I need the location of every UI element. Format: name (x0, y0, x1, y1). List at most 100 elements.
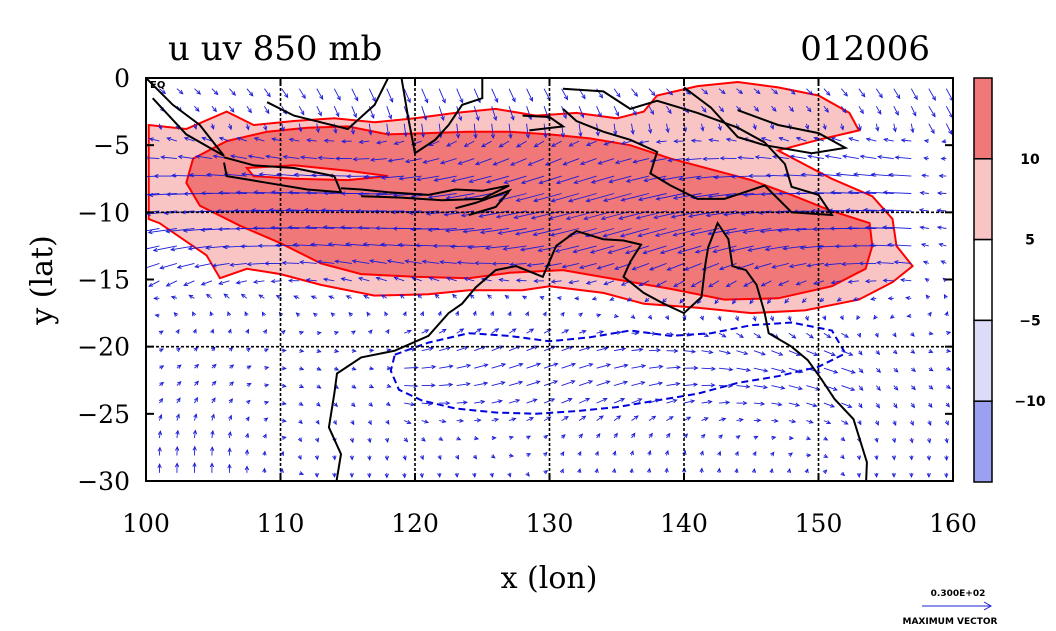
wind-vector (312, 312, 318, 318)
wind-vector (491, 261, 510, 266)
wind-vector (398, 175, 422, 181)
wind-vector (526, 262, 545, 268)
wind-vector (524, 311, 529, 317)
wind-vector (560, 451, 565, 457)
wind-vector (228, 346, 234, 352)
coastline (683, 86, 849, 155)
wind-vector (597, 158, 615, 165)
wind-vector (211, 346, 216, 352)
wind-vector (631, 364, 647, 369)
wind-vector (340, 277, 352, 282)
wind-vector (561, 416, 569, 421)
wind-vector (473, 106, 480, 122)
wind-vector (281, 260, 300, 266)
wind-vector (236, 136, 248, 142)
wind-vector (351, 384, 357, 389)
wind-vector (910, 402, 916, 409)
wind-vector (386, 259, 405, 264)
wind-vector (158, 397, 164, 404)
y-tick-label: −5 (93, 131, 130, 160)
wind-vector (708, 280, 720, 288)
wind-vector (146, 245, 160, 250)
vector-reference: 0.300E+02 MAXIMUM VECTOR (902, 589, 997, 627)
wind-vector (771, 88, 779, 95)
wind-vector (339, 225, 370, 230)
wind-vector (578, 106, 585, 119)
wind-vector (252, 279, 265, 284)
wind-vector (316, 106, 322, 117)
wind-vector (928, 349, 934, 353)
wind-vector (786, 467, 792, 474)
wind-vector (223, 293, 230, 299)
vector-reference-value: 0.300E+02 (931, 589, 986, 599)
wind-vector (368, 259, 387, 264)
wind-vector (613, 106, 620, 117)
wind-vector (892, 349, 898, 355)
colorbar-bin (973, 238, 993, 322)
wind-vector (666, 262, 685, 271)
wind-vector (316, 348, 322, 353)
wind-vector (701, 88, 709, 95)
wind-vector (200, 191, 230, 196)
wind-vector (452, 293, 458, 299)
wind-vector (489, 310, 495, 316)
wind-vector (699, 467, 704, 473)
wind-vector (858, 385, 864, 391)
wind-vector (550, 279, 562, 284)
wind-vector (419, 455, 424, 461)
wind-vector (928, 123, 935, 135)
wind-vector (330, 312, 336, 317)
wind-vector (926, 437, 932, 444)
wind-vector (245, 328, 250, 334)
wind-vector (938, 242, 947, 248)
wind-vector (631, 398, 643, 404)
wind-vector (513, 210, 545, 220)
wind-vector (944, 311, 949, 316)
wind-vector (154, 313, 160, 318)
wind-vector (822, 315, 827, 321)
wind-vector (421, 259, 440, 264)
wind-vector (165, 228, 195, 234)
wind-vector (769, 315, 774, 322)
wind-vector (806, 402, 818, 408)
wind-vector (205, 293, 213, 299)
wind-vector (332, 455, 337, 461)
wind-vector (579, 262, 597, 270)
wind-vector (887, 172, 912, 177)
wind-vector (928, 88, 936, 102)
wind-vector (900, 138, 912, 143)
wind-vector (200, 280, 213, 286)
wind-vector (788, 262, 807, 269)
colorbar-label: −10 (1014, 394, 1045, 410)
wind-vector (526, 398, 538, 404)
wind-vector (568, 140, 580, 147)
wind-vector (194, 363, 200, 369)
wind-vector (561, 380, 576, 387)
wind-vector (439, 158, 457, 165)
wind-vector (332, 420, 337, 426)
wind-vector (672, 228, 702, 237)
wind-vector (351, 259, 370, 264)
wind-vector (631, 262, 650, 271)
wind-vector (410, 276, 422, 282)
wind-vector (561, 106, 567, 120)
wind-vector (367, 420, 372, 426)
wind-vector (498, 140, 510, 148)
wind-vector (845, 208, 877, 213)
wind-vector (457, 158, 475, 165)
wind-vector (281, 418, 287, 423)
wind-vector (795, 280, 807, 286)
wind-vector (923, 138, 929, 144)
wind-vector (281, 88, 289, 99)
wind-vector (209, 462, 215, 473)
wind-vector (882, 190, 912, 195)
wind-vectors (146, 88, 953, 479)
wind-vector (735, 435, 741, 440)
wind-vector (683, 399, 696, 404)
wind-vector (491, 328, 500, 334)
wind-vector (596, 380, 611, 387)
wind-vector (637, 193, 667, 202)
wind-vector (262, 433, 267, 439)
wind-vector (176, 347, 181, 353)
wind-vector (864, 279, 877, 284)
